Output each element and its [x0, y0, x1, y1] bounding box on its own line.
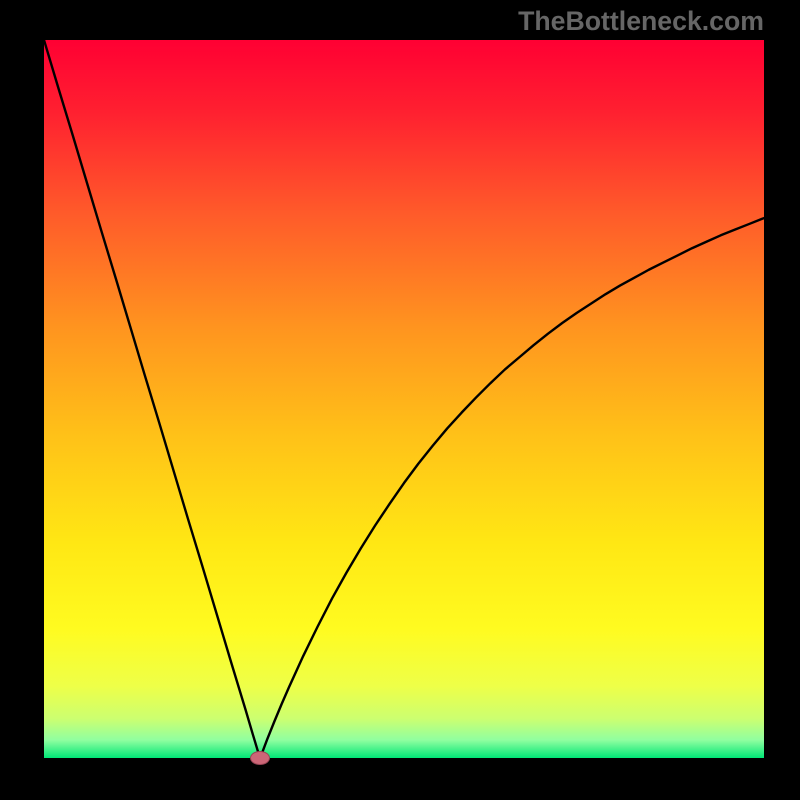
minimum-marker [250, 751, 270, 765]
watermark-text: TheBottleneck.com [518, 6, 764, 37]
chart-stage: TheBottleneck.com [0, 0, 800, 800]
plot-background-gradient [44, 40, 764, 758]
plot-area [44, 40, 764, 758]
